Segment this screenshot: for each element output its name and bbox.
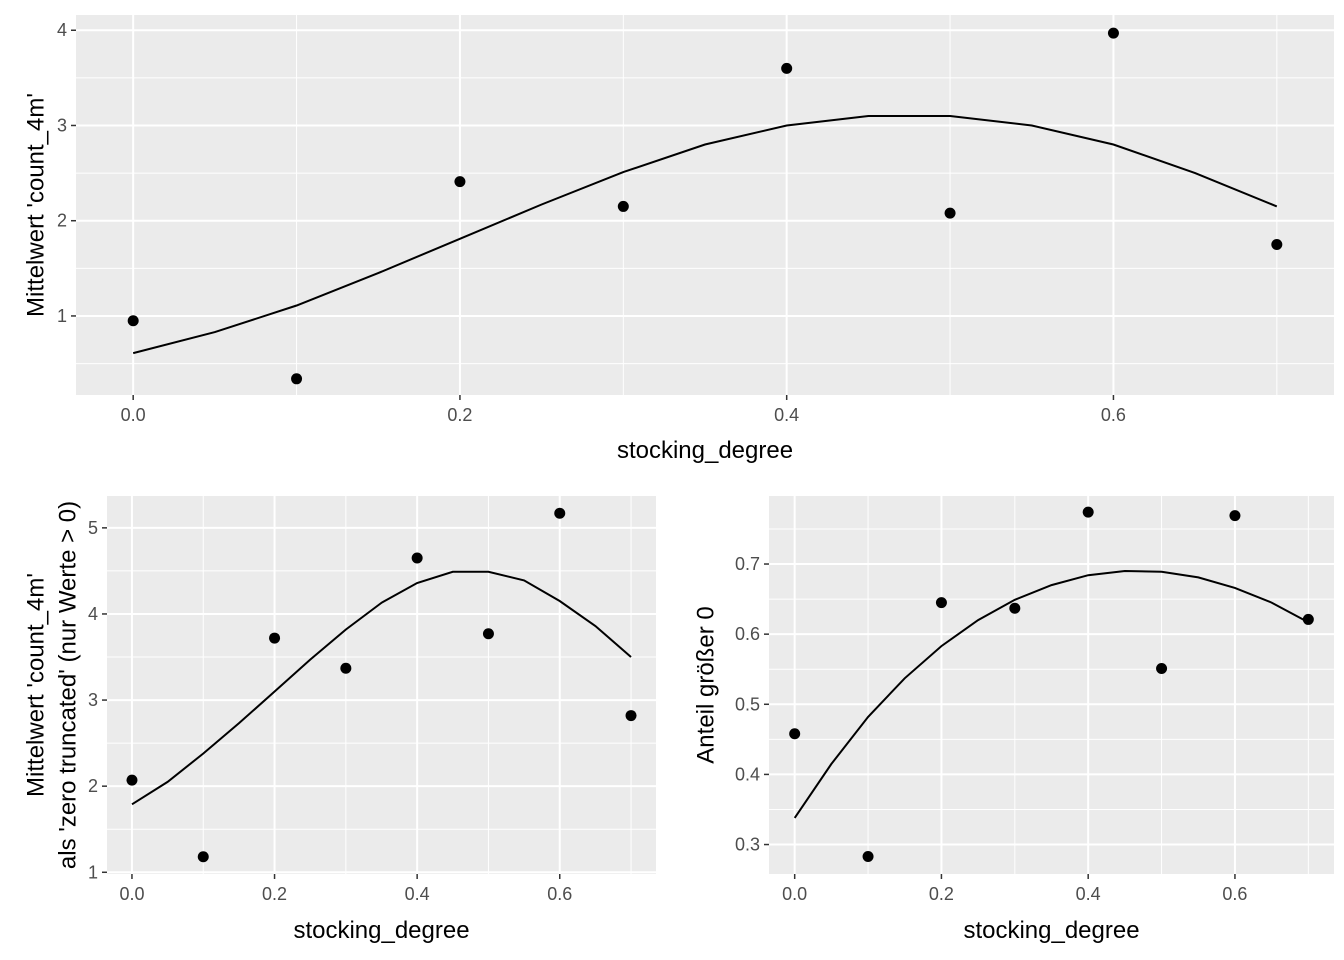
data-point bbox=[617, 200, 629, 212]
x-axis-title: stocking_degree bbox=[617, 437, 793, 464]
y-tick-label: 1 bbox=[57, 306, 67, 326]
y-tick-label: 1 bbox=[88, 862, 98, 882]
x-tick-label: 0.4 bbox=[405, 884, 430, 904]
minor-grid bbox=[769, 496, 1334, 874]
bottom-right-panel: 0.0 0.2 0.4 0.6 0.3 0.4 0.5 0.6 0.7 stocking_degr… bbox=[692, 496, 1334, 944]
data-point bbox=[127, 315, 139, 327]
y-tick-label: 3 bbox=[88, 690, 98, 710]
data-point bbox=[411, 552, 423, 564]
fit-line bbox=[793, 569, 1309, 819]
fit-line bbox=[131, 570, 632, 806]
data-point bbox=[340, 662, 352, 674]
y-axis-title: Mittelwert 'count_4m' bbox=[22, 93, 49, 317]
plot-background bbox=[769, 496, 1334, 874]
data-point bbox=[1302, 613, 1314, 625]
data-point bbox=[454, 176, 466, 188]
data-point bbox=[1229, 510, 1241, 522]
data-point bbox=[625, 710, 637, 722]
data-point bbox=[944, 207, 956, 219]
major-grid bbox=[769, 496, 1334, 874]
minor-grid bbox=[107, 496, 656, 874]
y-axis-title: Mittelwert 'count_4m' bbox=[22, 573, 49, 797]
y-tick-label: 4 bbox=[57, 20, 67, 40]
y-tick-label: 2 bbox=[88, 776, 98, 796]
x-tick-label: 0.4 bbox=[1076, 884, 1101, 904]
plot-background bbox=[107, 496, 656, 874]
y-axis-title: als 'zero truncated' (nur Werte > 0) bbox=[54, 501, 81, 869]
y-tick-label: 0.6 bbox=[735, 624, 760, 644]
x-tick-label: 0.0 bbox=[782, 884, 807, 904]
data-point bbox=[126, 774, 138, 786]
y-tick-label: 0.3 bbox=[735, 835, 760, 855]
x-tick-label: 0.6 bbox=[1222, 884, 1247, 904]
x-axis-title: stocking_degree bbox=[293, 917, 469, 944]
x-tick-label: 0.6 bbox=[547, 884, 572, 904]
data-point bbox=[935, 597, 947, 609]
y-tick-label: 5 bbox=[88, 518, 98, 538]
x-axis-title: stocking_degree bbox=[963, 917, 1139, 944]
data-point bbox=[1107, 27, 1119, 39]
fit-line bbox=[132, 115, 1278, 355]
data-point bbox=[197, 851, 209, 863]
data-point bbox=[291, 373, 303, 385]
x-tick-label: 0.0 bbox=[121, 405, 146, 425]
y-tick-label: 3 bbox=[57, 115, 67, 135]
major-grid bbox=[107, 496, 656, 874]
y-tick-label: 2 bbox=[57, 211, 67, 231]
data-point bbox=[1271, 239, 1283, 251]
x-tick-label: 0.4 bbox=[774, 405, 799, 425]
data-point bbox=[789, 728, 801, 740]
data-point bbox=[1009, 602, 1021, 614]
data-point bbox=[781, 62, 793, 74]
x-tick-label: 0.2 bbox=[447, 405, 472, 425]
minor-grid bbox=[76, 15, 1334, 395]
y-axis-title: Anteil größer 0 bbox=[692, 606, 719, 763]
data-point bbox=[269, 632, 281, 644]
bottom-left-panel: 0.0 0.2 0.4 0.6 1 2 3 4 5 stocking_degree Mittelwe… bbox=[22, 496, 656, 944]
y-tick-label: 0.4 bbox=[735, 764, 760, 784]
y-tick-label: 4 bbox=[88, 604, 98, 624]
data-point bbox=[554, 507, 566, 519]
x-tick-label: 0.2 bbox=[929, 884, 954, 904]
plot-background bbox=[76, 15, 1334, 395]
y-tick-label: 0.7 bbox=[735, 554, 760, 574]
top-panel: 0.0 0.2 0.4 0.6 1 2 3 4 stocking_degree Mittelwer… bbox=[22, 15, 1334, 464]
x-tick-label: 0.6 bbox=[1101, 405, 1126, 425]
data-point bbox=[482, 628, 494, 640]
y-tick-label: 0.5 bbox=[735, 694, 760, 714]
data-point bbox=[1156, 663, 1168, 675]
data-point bbox=[1082, 506, 1094, 518]
x-tick-label: 0.0 bbox=[119, 884, 144, 904]
x-tick-label: 0.2 bbox=[262, 884, 287, 904]
data-point bbox=[862, 850, 874, 862]
major-grid bbox=[76, 15, 1334, 395]
